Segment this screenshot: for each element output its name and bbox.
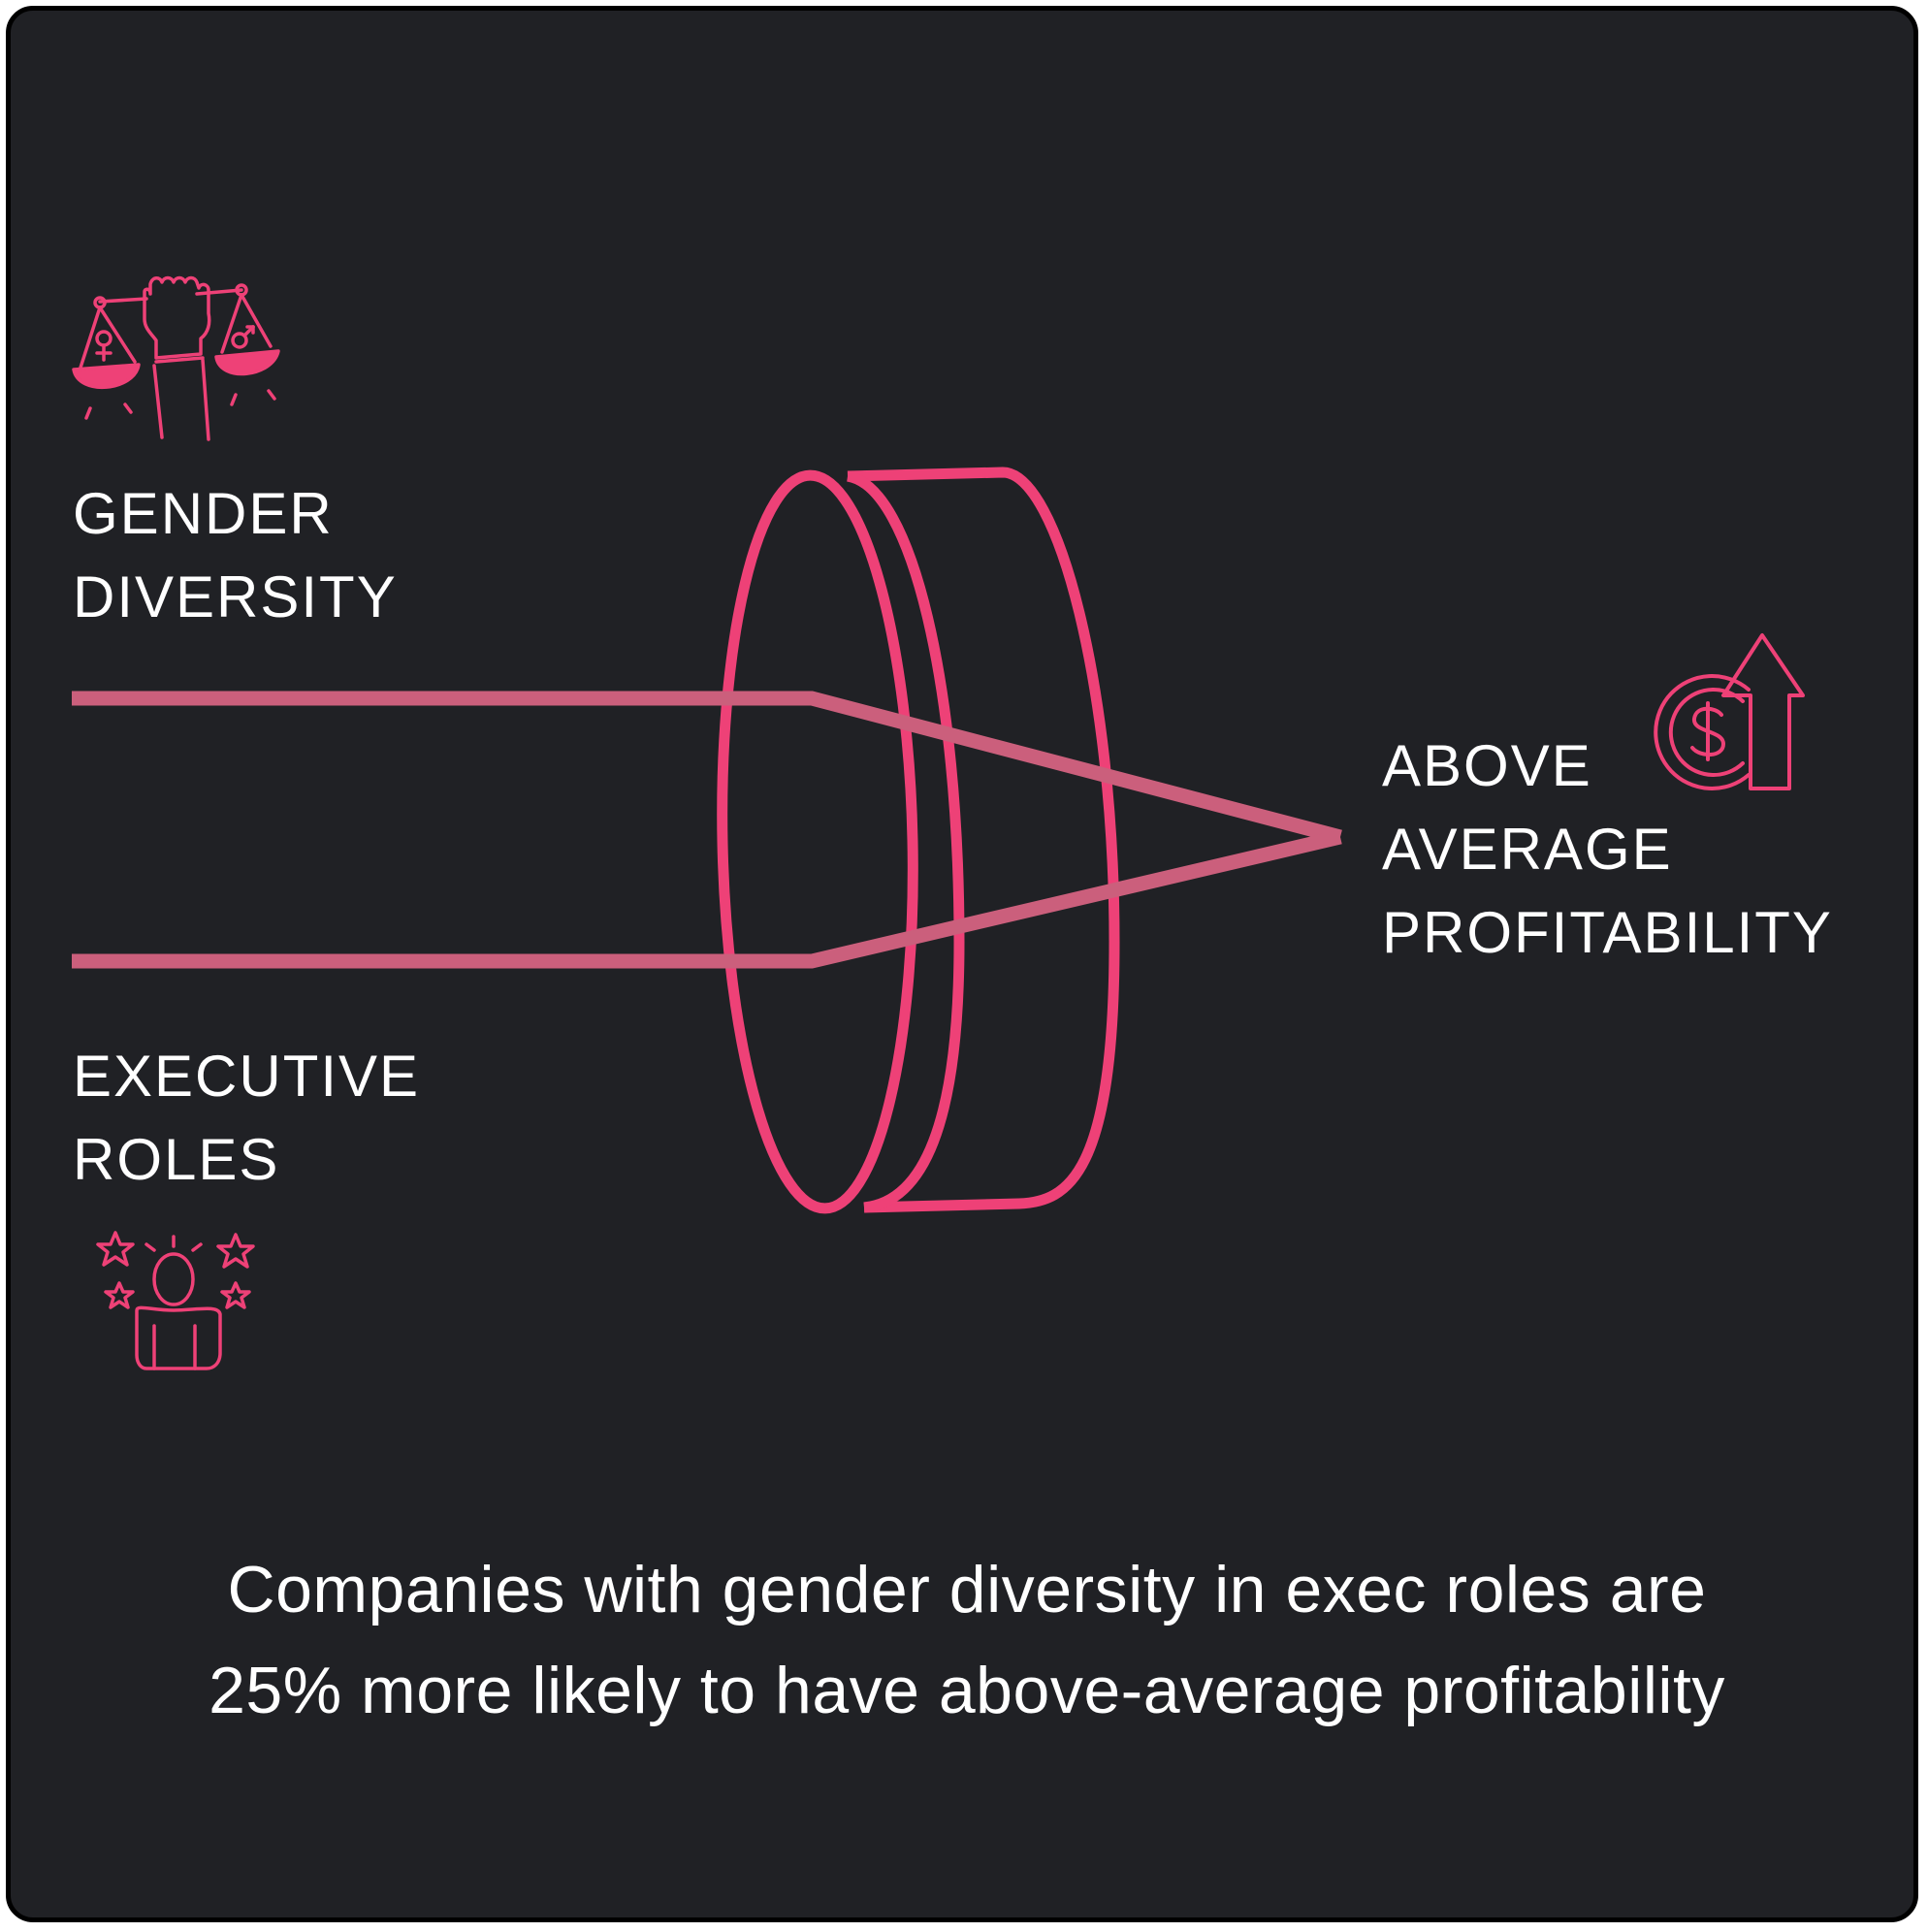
executive-roles-label-line2: ROLES <box>73 1127 280 1192</box>
executive-roles-label-line1: EXECUTIVE <box>73 1044 421 1109</box>
output-label-line3: PROFITABILITY <box>1382 900 1833 965</box>
lens-diagram <box>72 275 1805 1370</box>
caption-line2: 25% more likely to have above-average pr… <box>209 1654 1725 1727</box>
lens-inner-edge <box>846 470 965 1213</box>
gender-diversity-label-line1: GENDER <box>73 481 334 546</box>
executive-roles-label: EXECUTIVE ROLES <box>73 1035 420 1202</box>
lens-front-rim <box>717 469 918 1214</box>
gender-diversity-label: GENDER DIVERSITY <box>73 472 398 639</box>
beam-gender-diversity <box>72 691 1342 845</box>
lens-icon <box>717 467 1120 1214</box>
dollar-coin-up-arrow-icon <box>1654 633 1805 790</box>
infographic-card: GENDER DIVERSITY EXECUTIVE ROLES ABOVE A… <box>6 6 1918 1922</box>
output-label-line2: AVERAGE <box>1382 817 1673 882</box>
gender-equality-scale-icon <box>72 275 280 441</box>
output-label-line1: ABOVE <box>1382 733 1592 798</box>
caption-line1: Companies with gender diversity in exec … <box>227 1553 1707 1626</box>
gender-diversity-label-line2: DIVERSITY <box>73 564 398 629</box>
beam-executive-roles <box>72 829 1342 969</box>
executive-person-stars-icon <box>96 1231 255 1370</box>
above-average-profitability-label: ABOVE AVERAGE PROFITABILITY <box>1382 724 1833 975</box>
beams <box>72 691 1342 969</box>
